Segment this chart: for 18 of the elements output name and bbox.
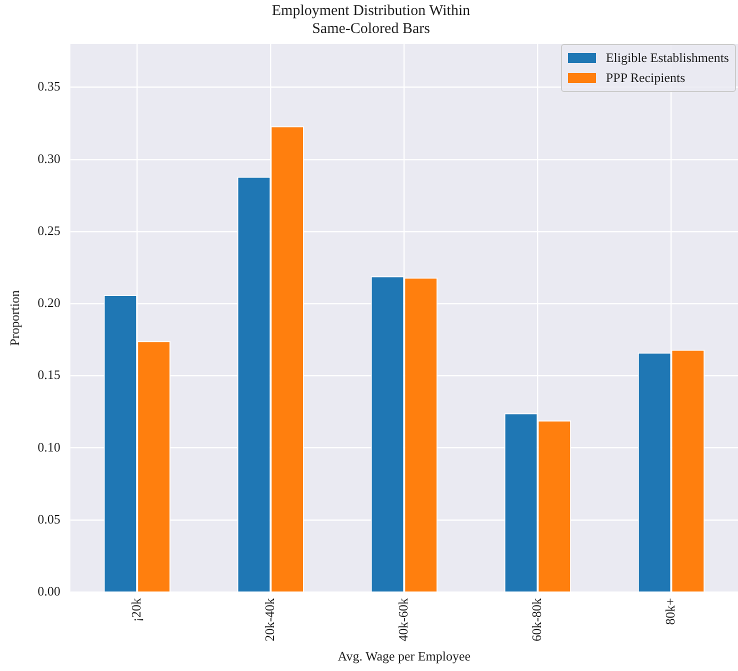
y-tick-label: 0.00	[38, 583, 60, 598]
x-axis-title: Avg. Wage per Employee	[338, 648, 471, 664]
y-tick-label: 0.25	[38, 222, 60, 238]
x-tick-label: 60k-80k	[529, 598, 544, 642]
legend-label: PPP Recipients	[606, 70, 686, 86]
y-tick-label: 0.30	[38, 150, 60, 166]
y-tick-label: 0.05	[38, 511, 60, 526]
x-tick-label: ¡20k	[128, 598, 144, 622]
y-axis-title: Proportion	[7, 290, 22, 346]
y-tick-label: 0.10	[38, 439, 60, 454]
legend-label: Eligible Establishments	[606, 50, 729, 66]
y-tick-label: 0.35	[38, 78, 60, 94]
x-tick-label: 20k-40k	[262, 598, 278, 642]
chart-title: Employment Distribution Within Same-Colored Bars	[272, 2, 471, 37]
y-tick-label: 0.15	[38, 367, 60, 382]
x-tick-label: 40k-60k	[396, 598, 411, 642]
x-tick-label: 80k+	[662, 598, 678, 625]
y-tick-label: 0.20	[38, 295, 60, 310]
